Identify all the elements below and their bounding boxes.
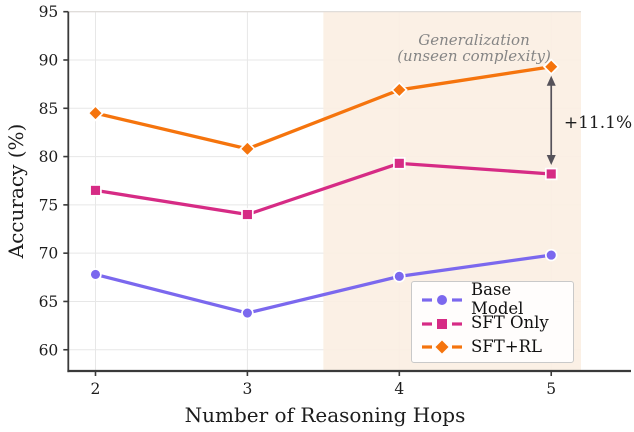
data-point-marker [542, 58, 560, 76]
x-axis-title: Number of Reasoning Hops [184, 403, 466, 427]
gap-annotation: +11.1% [563, 113, 633, 133]
data-point-marker [87, 104, 104, 122]
data-point-marker [393, 270, 406, 283]
y-tick-label: 70 [39, 245, 59, 263]
legend-item-base-model: Base Model [422, 280, 563, 318]
y-tick-label: 80 [39, 148, 59, 166]
data-point-marker [544, 167, 558, 181]
legend-item-sft-rl: SFT+RL [422, 335, 563, 359]
x-tick-label: 5 [546, 380, 556, 398]
y-axis-title: Accuracy (%) [4, 123, 28, 259]
data-point-marker [241, 306, 254, 320]
legend-item-sft-only: SFT Only [422, 311, 563, 335]
y-tick-label: 65 [39, 293, 59, 311]
data-point-marker [544, 248, 558, 262]
x-tick-label: 4 [394, 380, 404, 398]
improvement-arrow [546, 75, 556, 165]
data-point-marker [241, 208, 254, 221]
legend-label: Base Model [471, 279, 524, 318]
legend-label: SFT+RL [471, 336, 542, 356]
x-tick-label: 2 [91, 380, 101, 398]
legend-swatch-svg [422, 294, 462, 305]
legend-marker-diamond-icon [422, 339, 462, 354]
series-sft-rl [87, 58, 560, 158]
y-tick-label: 75 [39, 196, 59, 214]
arrow-head-up-icon [546, 75, 556, 86]
series-line [93, 161, 553, 217]
legend-marker-circle-icon [422, 292, 462, 306]
series-line [93, 253, 553, 315]
data-point-marker [393, 157, 406, 170]
generalization-annotation-line1: Generalization [418, 31, 530, 49]
legend-swatch-svg [422, 340, 462, 354]
legend-swatch-svg [422, 318, 462, 329]
arrow-head-down-icon [546, 154, 556, 165]
y-tick-label: 85 [39, 100, 59, 118]
legend: Base Model SFT Only SFT+RL [411, 280, 574, 363]
y-tick-label: 90 [39, 51, 59, 69]
y-tick-label: 95 [39, 3, 59, 21]
series-line [93, 65, 553, 151]
data-point-marker [239, 140, 256, 158]
generalization-annotation: Generalization (unseen complexity) [397, 32, 551, 64]
x-tick-label: 3 [242, 380, 252, 398]
data-point-marker [89, 184, 102, 197]
generalization-annotation-line2: (unseen complexity) [397, 47, 551, 65]
legend-marker-square-icon [422, 316, 462, 330]
y-tick-label: 60 [39, 341, 59, 359]
legend-label: SFT Only [471, 313, 549, 333]
data-point-marker [89, 268, 102, 281]
series-base-model [89, 248, 558, 320]
data-point-marker [390, 81, 408, 99]
series-sft-only [89, 157, 558, 221]
